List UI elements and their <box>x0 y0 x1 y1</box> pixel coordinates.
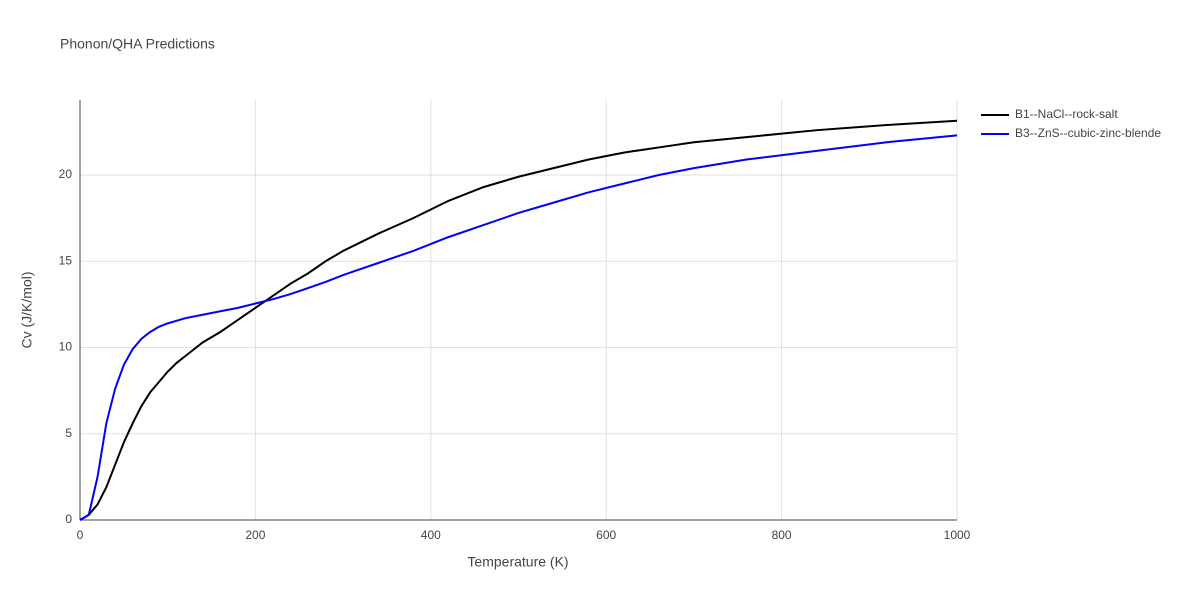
y-tick-label: 20 <box>59 167 73 181</box>
y-tick-label: 10 <box>59 340 73 354</box>
x-tick-label: 0 <box>77 528 84 542</box>
y-tick-label: 15 <box>59 253 73 267</box>
chart-title: Phonon/QHA Predictions <box>60 36 215 52</box>
y-tick-label: 0 <box>65 512 72 526</box>
series-line <box>79 119 958 521</box>
x-tick-label: 800 <box>772 528 792 542</box>
series-line <box>79 134 958 521</box>
legend-label: B1--NaCl--rock-salt <box>1015 107 1118 121</box>
x-tick-label: 400 <box>421 528 441 542</box>
y-axis-title: Cv (J/K/mol) <box>19 272 35 349</box>
x-tick-label: 600 <box>596 528 616 542</box>
y-tick-label: 5 <box>65 426 72 440</box>
x-axis-title: Temperature (K) <box>467 554 568 570</box>
x-tick-label: 200 <box>245 528 265 542</box>
legend-label: B3--ZnS--cubic-zinc-blende <box>1015 126 1161 140</box>
x-tick-label: 1000 <box>944 528 971 542</box>
